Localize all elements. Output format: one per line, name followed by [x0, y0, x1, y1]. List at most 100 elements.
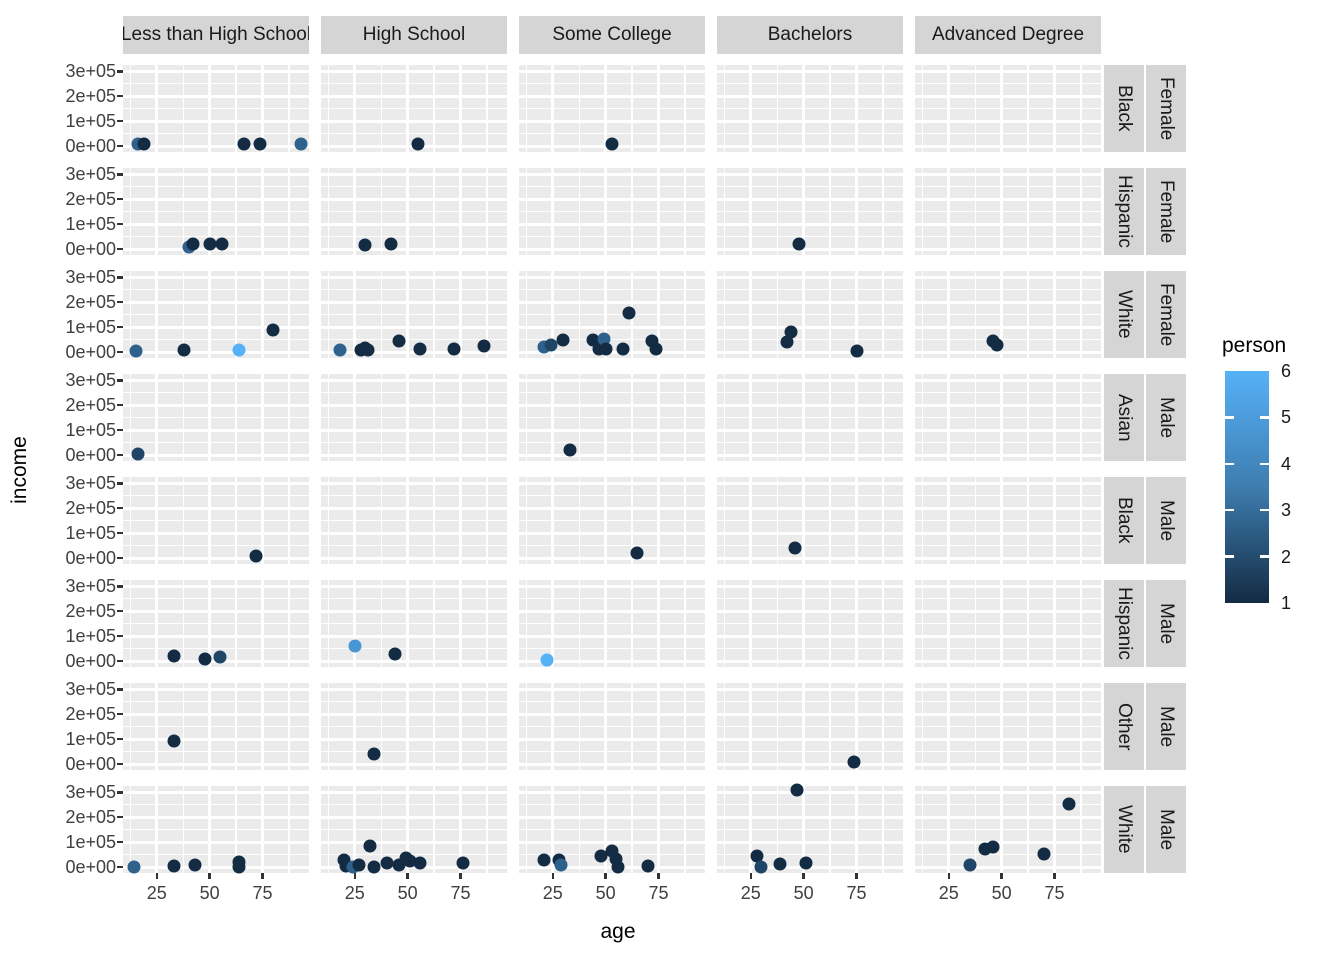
- gridline-major-v: [551, 477, 555, 564]
- gridline-major-v: [406, 65, 410, 152]
- gridline-minor-v: [288, 168, 290, 255]
- gridline-minor-h: [519, 391, 705, 394]
- gridline-minor-v: [288, 683, 290, 770]
- gridline-minor-h: [519, 647, 705, 650]
- gridline-minor-h: [123, 107, 309, 110]
- gridline-major-h: [717, 69, 903, 73]
- y-tick-mark: [117, 247, 123, 251]
- gridline-minor-h: [123, 235, 309, 238]
- gridline-minor-h: [717, 391, 903, 394]
- gridline-major-h: [717, 687, 903, 691]
- gridline-minor-v: [182, 580, 184, 667]
- y-tick-label: 1e+05: [65, 523, 116, 544]
- gridline-major-v: [1053, 168, 1056, 255]
- gridline-minor-h: [717, 519, 903, 522]
- gridline-major-h: [123, 172, 309, 176]
- gridline-major-v: [208, 786, 212, 873]
- gridline-minor-h: [123, 288, 309, 291]
- gridline-minor-v: [182, 271, 184, 358]
- gridline-minor-v: [921, 374, 924, 461]
- legend-tick-mark: [1225, 462, 1234, 466]
- gridline-major-v: [657, 786, 660, 873]
- facet-panel: [915, 477, 1101, 564]
- gridline-major-h: [519, 69, 705, 73]
- gridline-major-h: [915, 481, 1101, 485]
- y-tick-mark: [117, 609, 123, 613]
- gridline-major-h: [321, 481, 507, 485]
- x-tick-label: 25: [146, 883, 167, 903]
- gridline-major-h: [321, 325, 507, 329]
- data-point: [232, 343, 246, 356]
- gridline-major-v: [947, 786, 951, 873]
- gridline-minor-v: [486, 477, 488, 564]
- gridline-minor-v: [723, 374, 726, 461]
- gridline-minor-v: [182, 683, 184, 770]
- gridline-major-h: [519, 762, 705, 766]
- gridline-major-v: [353, 65, 357, 152]
- gridline-major-h: [321, 659, 507, 663]
- gridline-minor-v: [235, 683, 237, 770]
- gridline-major-h: [321, 815, 507, 819]
- facet-row-strip-race: Asian: [1104, 374, 1144, 461]
- x-axis-title: age: [600, 920, 636, 943]
- facet-panel: [717, 168, 903, 255]
- gridline-major-h: [915, 300, 1101, 304]
- gridline-major-h: [321, 300, 507, 304]
- x-tick-mark: [208, 873, 211, 879]
- gridline-minor-v: [433, 65, 435, 152]
- gridline-major-v: [353, 683, 357, 770]
- gridline-major-h: [123, 197, 309, 201]
- gridline-minor-v: [380, 683, 382, 770]
- gridline-major-v: [406, 786, 410, 873]
- gridline-minor-v: [486, 580, 488, 667]
- gridline-major-v: [208, 374, 212, 461]
- gridline-major-h: [915, 172, 1101, 176]
- gridline-minor-v: [578, 683, 580, 770]
- data-point: [413, 856, 427, 870]
- facet-panel: [717, 683, 903, 770]
- y-tick-label: 3e+05: [65, 576, 116, 597]
- y-tick-mark: [117, 379, 123, 382]
- gridline-major-v: [353, 786, 357, 873]
- y-tick-label: 2e+05: [65, 807, 116, 828]
- gridline-minor-h: [321, 725, 507, 728]
- gridline-major-h: [915, 69, 1101, 73]
- y-tick-label: 2e+05: [65, 601, 116, 622]
- gridline-major-v: [802, 580, 806, 667]
- gridline-major-h: [123, 247, 309, 251]
- y-tick-mark: [117, 222, 123, 226]
- y-tick-label: 2e+05: [65, 498, 116, 519]
- gridline-major-h: [321, 634, 507, 638]
- facet-column-strip: Advanced Degree: [915, 16, 1101, 54]
- gridline-major-v: [604, 477, 608, 564]
- gridline-major-h: [123, 815, 309, 819]
- gridline-major-h: [321, 762, 507, 766]
- gridline-major-h: [123, 790, 309, 794]
- gridline-major-v: [855, 65, 858, 152]
- gridline-minor-h: [123, 494, 309, 497]
- gridline-major-v: [459, 477, 462, 564]
- gridline-major-v: [802, 786, 806, 873]
- legend-tick-mark: [1260, 462, 1269, 466]
- gridline-major-h: [321, 790, 507, 794]
- gridline-minor-v: [433, 683, 435, 770]
- data-point: [253, 137, 267, 150]
- y-tick-mark: [117, 119, 123, 123]
- gridline-minor-v: [288, 477, 290, 564]
- facet-panel: [915, 168, 1101, 255]
- gridline-minor-v: [380, 580, 382, 667]
- gridline-major-v: [1000, 168, 1004, 255]
- facet-panel: [519, 580, 705, 667]
- gridline-minor-v: [525, 683, 528, 770]
- gridline-major-h: [519, 222, 705, 226]
- data-point: [788, 541, 802, 554]
- gridline-major-h: [717, 790, 903, 794]
- facet-panel: [321, 477, 507, 564]
- gridline-major-v: [1000, 65, 1004, 152]
- gridline-minor-v: [433, 786, 435, 873]
- y-tick-label: 0e+00: [65, 342, 116, 362]
- facet-panel: [915, 683, 1101, 770]
- data-point: [616, 342, 630, 355]
- data-point: [367, 860, 381, 874]
